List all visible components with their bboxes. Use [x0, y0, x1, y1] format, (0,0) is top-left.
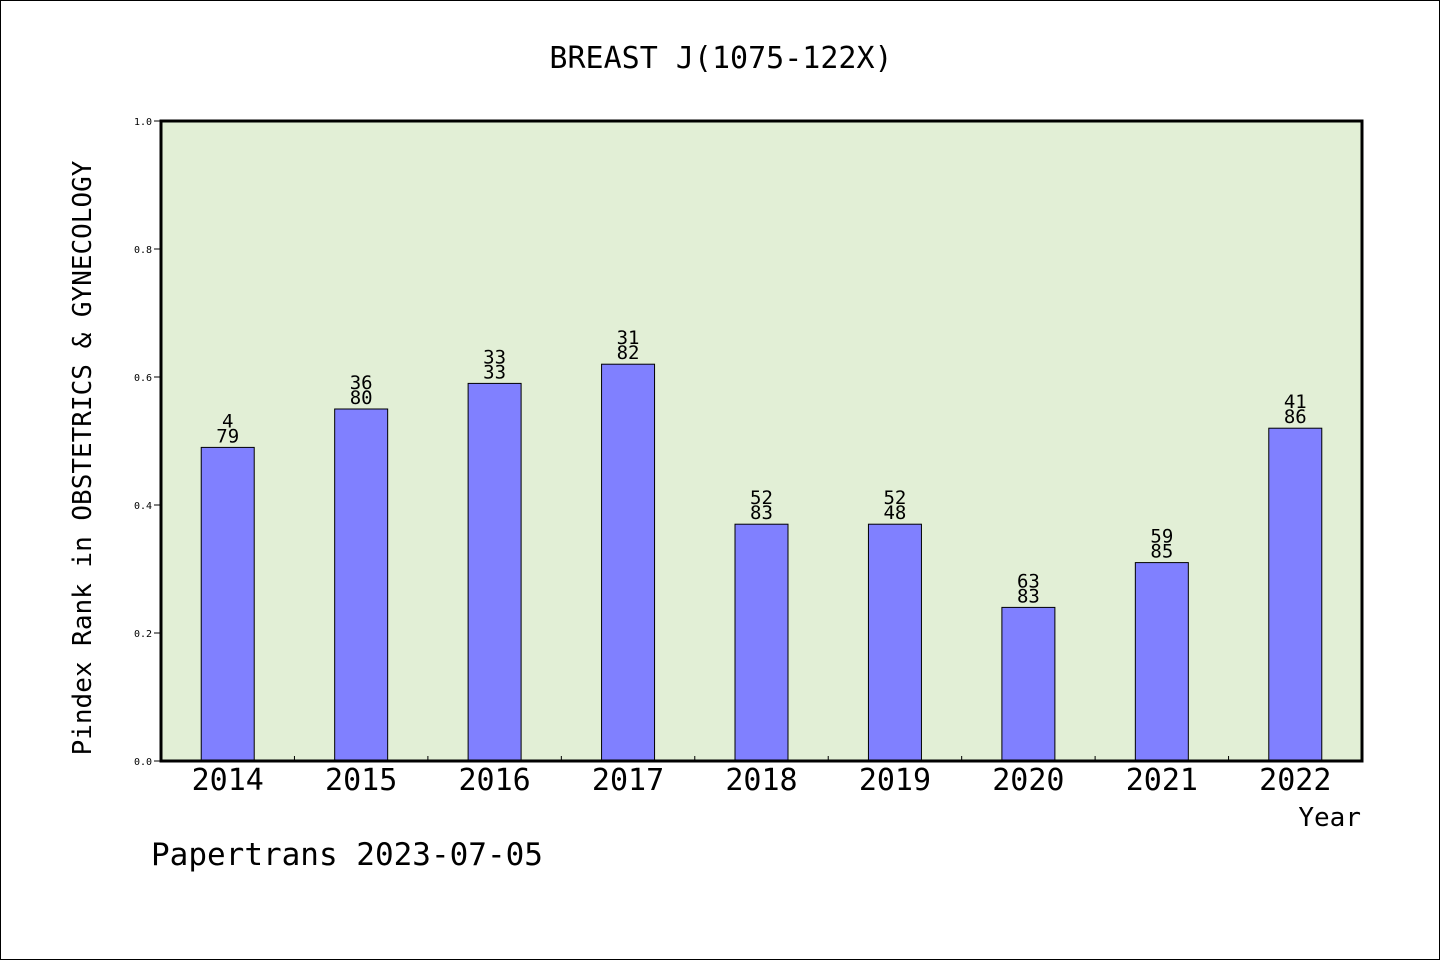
bar-2014 — [200, 446, 255, 762]
bar-label-top: 63 — [1017, 570, 1040, 592]
x-tick-label: 2017 — [592, 763, 664, 798]
bar-label-bottom: 86 — [1284, 406, 1307, 428]
x-tick-label: 2018 — [725, 763, 797, 798]
bar-2017 — [601, 363, 656, 762]
chart-title: BREAST J(1075-122X) — [549, 41, 892, 76]
y-tick-label: 0.0 — [134, 757, 152, 768]
y-tick-label: 0.2 — [134, 629, 152, 640]
bar-label-top: 36 — [350, 372, 373, 394]
bar-label-bottom: 48 — [883, 502, 906, 524]
x-tick-label: 2022 — [1259, 763, 1331, 798]
bar-label-top: 52 — [883, 487, 906, 509]
bar-label-top: 59 — [1150, 526, 1173, 548]
bar-label-bottom: 80 — [350, 387, 373, 409]
plot-border — [159, 119, 1364, 763]
bar-label-bottom: 82 — [617, 342, 640, 364]
bar-2020 — [1001, 606, 1056, 762]
bar-label-bottom: 83 — [750, 502, 773, 524]
bar-2015 — [334, 408, 389, 762]
bar-2021 — [1134, 562, 1189, 762]
bar-label-bottom: 85 — [1150, 541, 1173, 563]
bar-label-top: 33 — [483, 346, 506, 368]
bar-label-bottom: 83 — [1017, 585, 1040, 607]
y-axis-ticks: 0.0 0.2 0.4 0.6 0.8 1.0 — [134, 117, 161, 768]
y-tick-label: 0.6 — [134, 373, 152, 384]
bar-2018 — [734, 523, 789, 762]
bars-group — [200, 363, 1323, 762]
bar-label-top: 31 — [617, 327, 640, 349]
y-tick-label: 1.0 — [134, 117, 152, 128]
bar-label-top: 4 — [222, 410, 233, 432]
x-tick-label: 2021 — [1126, 763, 1198, 798]
y-tick-label: 0.8 — [134, 245, 152, 256]
bar-2019 — [867, 523, 922, 762]
bar-label-bottom: 79 — [216, 425, 239, 447]
x-axis-label: Year — [1298, 803, 1361, 833]
bar-label-top: 41 — [1284, 391, 1307, 413]
y-tick-label: 0.4 — [134, 501, 152, 512]
x-tick-label: 2020 — [992, 763, 1064, 798]
x-tick-label: 2015 — [325, 763, 397, 798]
x-axis-ticks: 2014 2015 2016 2017 2018 2019 2020 2021 2022 — [192, 756, 1331, 798]
bar-2022 — [1268, 427, 1323, 762]
bar-2016 — [467, 382, 522, 762]
x-tick-label: 2019 — [859, 763, 931, 798]
footer-credit: Papertrans 2023-07-05 — [151, 837, 543, 873]
x-tick-label: 2014 — [192, 763, 264, 798]
bar-label-bottom: 33 — [483, 361, 506, 383]
x-tick-label: 2016 — [458, 763, 530, 798]
y-axis-label: Pindex Rank in OBSTETRICS & GYNECOLOGY — [68, 160, 98, 755]
bar-label-top: 52 — [750, 487, 773, 509]
